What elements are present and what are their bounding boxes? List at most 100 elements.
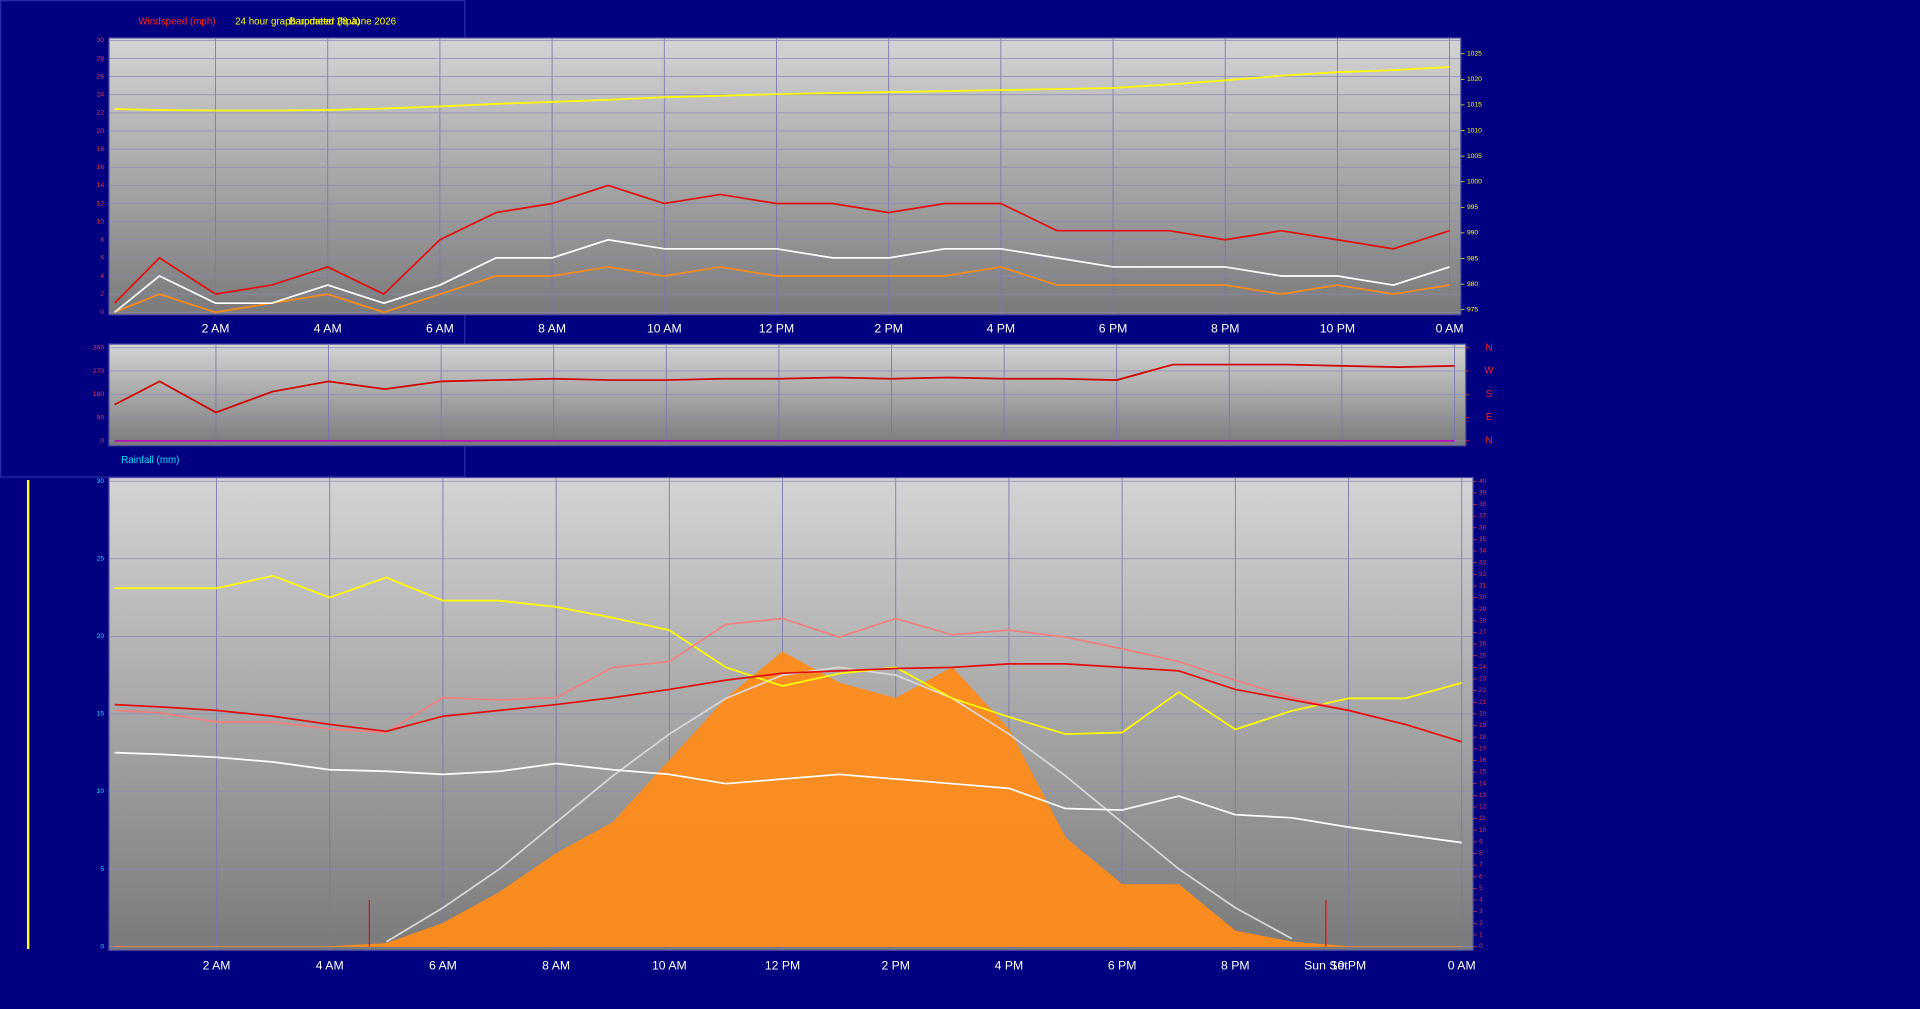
y2-tick-label: 40 [1479,478,1486,485]
y-tick-label: 15 [97,711,105,718]
y2-tick-label: 1015 [1467,102,1482,109]
y2-tick-label: 0 [1479,943,1483,950]
y-tick-label: 12 [97,200,105,207]
series-line [385,666,1293,943]
y2-tick-label: 980 [1467,281,1478,288]
y-tick-label: 10 [97,218,105,225]
y2-tick-label: 24 [1479,664,1486,671]
y-tick-label: 0 [100,438,104,445]
y-tick-label: 360 [93,345,104,352]
y2-tick-label: 11 [1479,815,1486,822]
y2-tick-label: 28 [1479,617,1486,624]
series-line [114,363,1455,414]
y-tick-label: 25 [97,556,105,563]
y2-tick-label: 990 [1467,230,1478,237]
y2-tick-label: 1020 [1467,76,1482,83]
x-tick-label: 4 AM [314,322,342,336]
x-tick-label: 2 AM [202,322,230,336]
series-line [114,663,1462,743]
rainfall-label: Rainfall (mm) [121,455,179,466]
y2-tick-label: 22 [1479,687,1486,694]
y2-tick-label: 7 [1479,862,1483,869]
plot-area [108,37,1462,316]
y-tick-label: 14 [97,182,105,189]
y-label: Windspeed (mph) [138,17,215,28]
y-tick-label: 8 [100,237,104,244]
x-tick-label: 0 AM [1448,958,1476,972]
y2-tick-label: 37 [1479,513,1486,520]
y-tick-label: 6 [100,255,104,262]
y2-tick-label: 18 [1479,734,1486,741]
y-tick-label: 30 [97,478,105,485]
y2-tick-label: 2 [1479,920,1483,927]
x-tick-label: 10 AM [647,322,682,336]
y2-tick-label: 23 [1479,676,1486,683]
chart-title: 24 hour graph updated 28 June 2026 [235,17,397,28]
y2-tick-label: 15 [1479,769,1486,776]
y2-tick-label: 1025 [1467,51,1482,58]
y2-tick-label: 6 [1479,873,1483,880]
x-tick-label: 2 AM [203,958,231,972]
y-tick-label: 5 [100,866,104,873]
y2-tick-label: E [1486,412,1493,423]
x-tick-label: 10 AM [652,958,687,972]
event-label: Sun Set [1304,958,1348,972]
y2-tick-label: 1010 [1467,127,1482,134]
y2-tick-label: 14 [1479,780,1486,787]
y2-tick-label: 25 [1479,652,1486,659]
x-tick-label: 2 PM [874,322,903,336]
y2-tick-label: 1000 [1467,178,1482,185]
y2-tick-label: N [1485,342,1492,353]
y-tick-label: 270 [93,368,104,375]
x-tick-label: 8 AM [542,958,570,972]
y-tick-label: 28 [97,55,105,62]
x-tick-label: 6 PM [1099,322,1128,336]
y-tick-label: 10 [97,788,105,795]
y2-tick-label: N [1485,435,1492,446]
y2-tick-label: 5 [1479,885,1483,892]
y2-tick-label: 8 [1479,850,1483,857]
y2-tick-label: 995 [1467,204,1478,211]
y-tick-label: 18 [97,146,105,153]
y-tick-label: 90 [97,414,105,421]
y-tick-label: 22 [97,110,105,117]
y2-tick-label: 985 [1467,255,1478,262]
y2-tick-label: 975 [1467,306,1478,313]
x-tick-label: 12 PM [765,958,800,972]
x-tick-label: 8 AM [538,322,566,336]
y2-tick-label: 30 [1479,594,1486,601]
y-tick-label: 4 [100,273,104,280]
y2-tick-label: 31 [1479,583,1486,590]
plot-area [108,343,1467,447]
y-tick-label: 26 [97,73,105,80]
x-tick-label: 10 PM [1331,958,1366,972]
y2-tick-label: 32 [1479,571,1486,578]
series-line [113,184,1450,304]
y2-tick-label: 4 [1479,897,1483,904]
series-line [114,266,1450,314]
y-tick-label: 16 [97,164,105,171]
x-tick-label: 2 PM [881,958,910,972]
y2-tick-label: 16 [1479,757,1486,764]
y-tick-label: 180 [93,391,104,398]
x-tick-label: 8 PM [1221,958,1250,972]
y2-tick-label: 13 [1479,792,1486,799]
y2-tick-label: 19 [1479,722,1486,729]
y2-tick-label: 38 [1479,501,1486,508]
y2-tick-label: W [1484,366,1494,377]
y-tick-label: 0 [100,309,104,316]
y-tick-label: 20 [97,633,105,640]
y2-tick-label: 21 [1479,699,1486,706]
x-tick-label: 6 AM [429,958,457,972]
x-tick-label: 4 AM [316,958,344,972]
series-line [114,238,1450,313]
x-tick-label: 0 AM [1436,322,1464,336]
y2-tick-label: 29 [1479,606,1486,613]
y2-tick-label: 39 [1479,489,1486,496]
y2-tick-label: 33 [1479,559,1486,566]
y2-tick-label: 35 [1479,536,1486,543]
x-tick-label: 4 PM [995,958,1024,972]
x-tick-label: 12 PM [759,322,794,336]
